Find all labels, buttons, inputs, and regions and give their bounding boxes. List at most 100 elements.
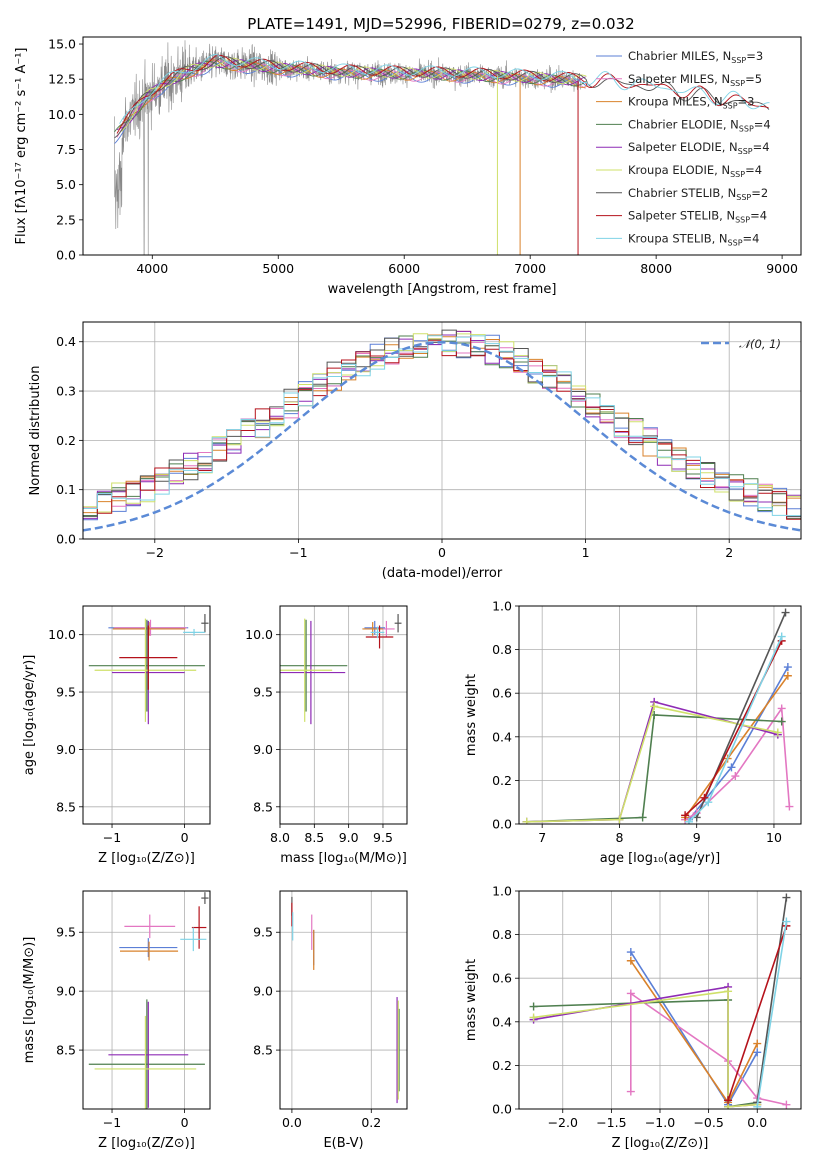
- series-kroupa-miles: [681, 671, 792, 822]
- series-marker: [724, 987, 733, 996]
- series-marker: [529, 1013, 538, 1022]
- legend-label: Chabrier STELIB, NSSP=2: [628, 186, 768, 202]
- axes-frame: [82, 605, 211, 825]
- y-tick-label: 10.0: [48, 107, 76, 122]
- y-tick-label: 2.5: [56, 212, 76, 227]
- x-tick-label: 10: [766, 830, 782, 845]
- axes-frame: [82, 36, 802, 256]
- y-tick-label: 0.3: [56, 384, 76, 399]
- errorbar-chabrier-elodie: [88, 999, 205, 1109]
- x-tick-label: 9.5: [373, 830, 393, 845]
- axes-frame: [518, 605, 802, 825]
- plot-area: [114, 40, 770, 255]
- series-salpeter-elodie: [522, 697, 782, 824]
- series-line: [526, 714, 782, 823]
- series-marker: [638, 813, 647, 822]
- x-axis-label: Z [log₁₀(Z/Z⊙)]: [98, 1136, 195, 1151]
- series-chabrier-miles: [626, 948, 762, 1109]
- series-marker: [781, 608, 790, 617]
- errorbar-kroupa-elodie: [280, 618, 333, 722]
- errorbar-salpeter-miles: [124, 914, 176, 939]
- series-line: [756, 897, 788, 1103]
- histogram-kroupa-stelib: [83, 335, 801, 517]
- legend-item-salpeter-miles: Salpeter MILES, NSSP=5: [596, 72, 762, 88]
- series-marker: [753, 1048, 762, 1057]
- series-marker: [785, 802, 794, 811]
- series-marker: [626, 948, 635, 957]
- plot-area: [291, 896, 400, 1104]
- mass-vs-ebv-panel: 0.0 0.2 8.5 9.0 9.5 E(B-V): [253, 890, 408, 1151]
- legend-normal-label: 𝒩(0, 1): [739, 337, 781, 351]
- series-marker: [529, 1002, 538, 1011]
- series-marker: [753, 1039, 762, 1048]
- normal-reference-curve: [83, 340, 801, 532]
- y-tick-label: 9.5: [56, 685, 76, 700]
- age-vs-metallicity-panel: −1 0 8.5 9.0 9.5 10.0 Z [log₁₀(Z/Z⊙)] age [log₁…: [22, 605, 211, 866]
- errorbar-chabrier-stelib: [201, 614, 209, 633]
- y-tick-label: 9.0: [56, 742, 76, 757]
- x-axis-label: (data-model)/error: [382, 566, 503, 581]
- x-tick-label: 8: [615, 830, 623, 845]
- legend-item-chabrier-stelib: Chabrier STELIB, NSSP=2: [596, 186, 768, 202]
- x-axis-label: age [log₁₀(age/yr)]: [600, 851, 721, 866]
- errorbar-salpeter-miles: [114, 619, 187, 636]
- x-axis-label: wavelength [Angstrom, rest frame]: [328, 282, 557, 297]
- y-tick-label: 0.0: [56, 248, 76, 263]
- age-vs-mass-panel: 8.0 8.5 9.0 9.5 8.5 9.0 9.5 10.0 mass [log₁₀(M/M…: [245, 605, 408, 866]
- series-line: [533, 990, 758, 1108]
- y-tick-label: 0.0: [56, 532, 76, 547]
- legend-item-kroupa-stelib: Kroupa STELIB, NSSP=4: [596, 231, 759, 247]
- mass-weight-vs-metallicity-panel: −2.0 −1.5 −1.0 −0.5 0.0 0.0 0.2 0.4 0.6 0.8 1.0 Z […: [464, 884, 802, 1151]
- series-line: [526, 705, 778, 823]
- y-tick-label: 7.5: [56, 142, 76, 157]
- y-tick-label: 0.4: [56, 334, 76, 349]
- errorbar-kroupa-stelib: [180, 927, 207, 952]
- plot-area: [529, 893, 791, 1109]
- errorbar-kroupa-elodie: [94, 1015, 197, 1109]
- model-spectrum-salpeter-stelib: [116, 54, 769, 134]
- x-tick-label: −1: [289, 545, 307, 560]
- x-tick-label: −1: [103, 1115, 121, 1130]
- x-axis-label: Z [log₁₀(Z/Z⊙)]: [98, 851, 195, 866]
- axes-frame: [82, 890, 211, 1110]
- errorbar-kroupa-stelib: [370, 626, 385, 639]
- series-marker: [724, 1096, 733, 1105]
- series-marker: [626, 989, 635, 998]
- axes-frame: [279, 890, 408, 1110]
- x-tick-label: 0.2: [361, 1115, 381, 1130]
- series-kroupa-elodie: [522, 702, 782, 824]
- errorbar-salpeter-stelib: [119, 625, 178, 690]
- mass-vs-metallicity-panel: −1 0 8.5 9.0 9.5 Z [log₁₀(Z/Z⊙)] mass [log₁₀(M…: [22, 890, 211, 1151]
- x-tick-label: 7: [538, 830, 546, 845]
- plot-area: [88, 614, 209, 725]
- x-tick-label: 6000: [388, 261, 420, 276]
- errorbar-chabrier-miles: [119, 938, 178, 957]
- series-marker: [684, 817, 693, 824]
- x-tick-label: 2: [725, 545, 733, 560]
- y-tick-label: 15.0: [48, 37, 76, 52]
- y-tick-label: 5.0: [56, 177, 76, 192]
- y-tick-label: 0.2: [492, 1058, 512, 1073]
- legend-item-chabrier-elodie: Chabrier ELODIE, NSSP=4: [596, 117, 771, 133]
- y-axis-label: mass [log₁₀(M/M⊙)]: [22, 937, 37, 1064]
- x-tick-label: −2: [146, 545, 164, 560]
- legend-item-salpeter-stelib: Salpeter STELIB, NSSP=4: [596, 209, 767, 225]
- y-tick-label: 9.5: [253, 925, 273, 940]
- errorbar-kroupa-elodie: [94, 618, 197, 722]
- errorbar-salpeter-stelib: [365, 625, 394, 649]
- figure-title: PLATE=1491, MJD=52996, FIBERID=0279, z=0…: [247, 15, 634, 33]
- legend-item-kroupa-elodie: Kroupa ELODIE, NSSP=4: [596, 163, 762, 179]
- series-marker: [782, 917, 791, 926]
- series-kroupa-miles: [626, 956, 762, 1107]
- errorbar-salpeter-stelib: [191, 906, 207, 949]
- legend-label: Kroupa STELIB, NSSP=4: [628, 231, 759, 247]
- errorbar-kroupa-miles: [120, 941, 179, 961]
- y-tick-label: 9.0: [56, 984, 76, 999]
- x-axis-label: E(B-V): [323, 1136, 363, 1151]
- y-tick-label: 0.6: [492, 686, 512, 701]
- series-chabrier-elodie: [522, 711, 786, 824]
- y-tick-label: 9.0: [253, 984, 273, 999]
- x-tick-label: 0.0: [747, 1115, 767, 1130]
- y-axis-label: Normed distribution: [28, 366, 43, 496]
